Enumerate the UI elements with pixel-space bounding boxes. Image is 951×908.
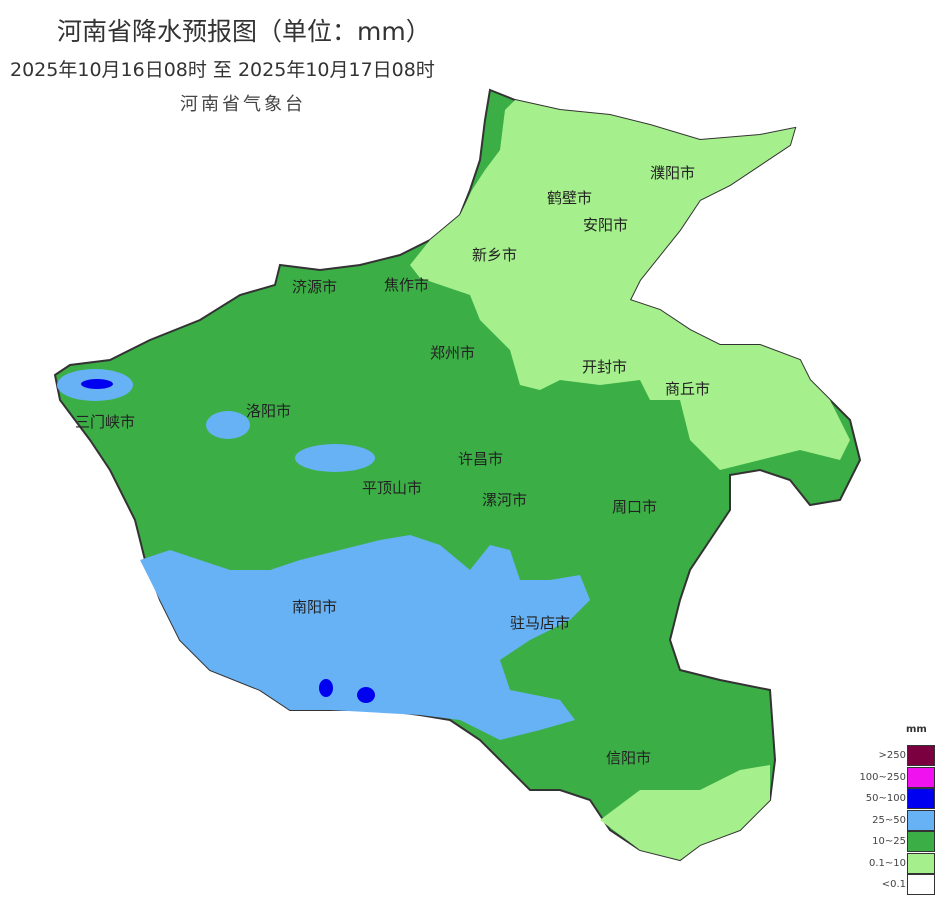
legend-item: <0.1 [862, 874, 942, 895]
city-label: 濮阳市 [650, 164, 695, 182]
city-label: 许昌市 [458, 450, 503, 468]
city-label: 鹤壁市 [547, 189, 592, 207]
legend-swatch [907, 788, 935, 809]
city-label: 周口市 [612, 498, 657, 516]
issuer: 河南省气象台 [180, 94, 306, 115]
city-label: 济源市 [292, 278, 337, 296]
forecast-period: 2025年10月16日08时 至 2025年10月17日08时 [10, 59, 435, 81]
legend-swatch [907, 852, 935, 874]
legend-unit: mm [906, 724, 927, 735]
city-label: 南阳市 [292, 598, 337, 616]
legend-swatch [907, 809, 935, 831]
legend-label: 25~50 [872, 814, 906, 826]
legend-label: <0.1 [881, 879, 906, 890]
legend-label: 50~100 [865, 793, 906, 804]
legend-item: 50~100 [862, 788, 942, 809]
city-label: 三门峡市 [75, 413, 135, 431]
region-50-100 [357, 687, 375, 703]
city-label: 新乡市 [472, 246, 517, 264]
legend-swatch [907, 766, 935, 788]
city-label: 平顶山市 [362, 479, 422, 497]
region-25-50-central [295, 444, 375, 472]
city-label: 漯河市 [482, 491, 527, 509]
city-label: 信阳市 [606, 749, 651, 767]
legend-label: 10~25 [872, 836, 906, 847]
city-label: 商丘市 [665, 380, 710, 398]
legend-item: 0.1~10 [862, 852, 942, 874]
region-50-100 [81, 379, 113, 389]
legend-label: 0.1~10 [868, 857, 906, 869]
region-0.1-10-north [410, 100, 850, 470]
map-title: 河南省降水预报图（单位：mm） [57, 17, 431, 46]
city-label: 安阳市 [583, 216, 628, 234]
region-0.1-10-south [600, 765, 770, 860]
legend-swatch [907, 874, 935, 895]
city-label: 驻马店市 [510, 614, 570, 632]
legend-swatch [907, 831, 935, 852]
legend-item: 10~25 [862, 831, 942, 852]
legend-item: 100~250 [859, 766, 942, 788]
legend-label: 100~250 [859, 771, 906, 783]
city-label: 洛阳市 [246, 402, 291, 420]
region-25-50 [140, 535, 590, 740]
region-50-100 [319, 679, 333, 697]
legend-item: 25~50 [862, 809, 942, 831]
legend-item: >250 [862, 745, 942, 766]
city-label: 开封市 [582, 358, 627, 376]
region-25-50-luoyang [206, 411, 250, 439]
city-label: 焦作市 [384, 276, 429, 294]
legend-label: >250 [878, 750, 906, 761]
legend-swatch [907, 745, 935, 766]
region-10-25 [53, 88, 862, 862]
city-label: 郑州市 [430, 344, 475, 362]
